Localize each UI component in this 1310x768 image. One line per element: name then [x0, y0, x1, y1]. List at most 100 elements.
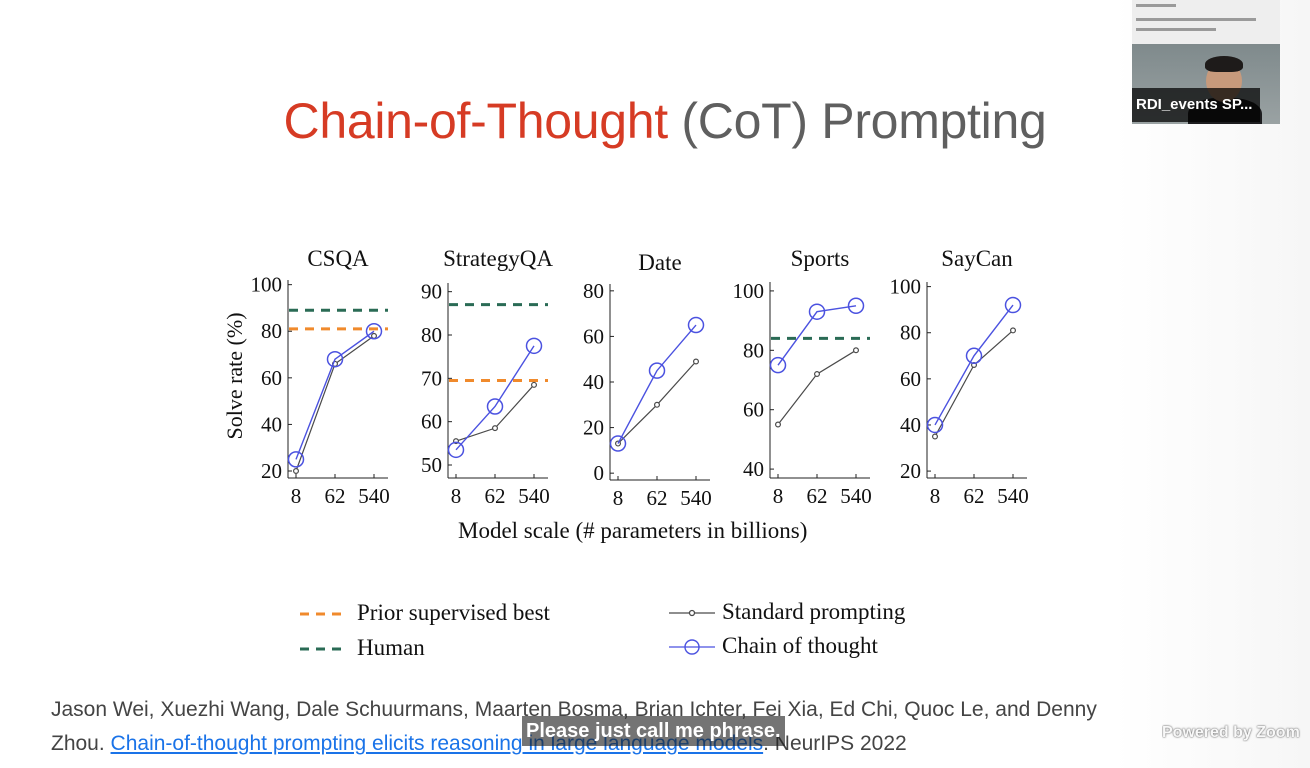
- strategyqa-standard-line: [455, 384, 535, 442]
- sports-x-tick-label: 540: [840, 484, 872, 508]
- csqa-cot-point: [365, 322, 383, 340]
- citation-author-end: Zhou.: [51, 732, 111, 755]
- sports-y-tick-label: 40: [743, 457, 764, 481]
- saycan-standard-point: [1009, 327, 1016, 334]
- strategyqa-y-tick-label: 60: [421, 410, 442, 434]
- participant-name: RDI_events SP...: [1132, 88, 1261, 122]
- sports-cot-line: [777, 305, 857, 366]
- x-axis-label: Model scale (# parameters in billions): [458, 518, 808, 543]
- strategyqa-x-tick-label: 8: [451, 484, 462, 508]
- legend-prior-swatch: [300, 612, 346, 616]
- csqa-cot-line: [295, 330, 375, 460]
- saycan-standard-point: [931, 433, 938, 440]
- citation-venue: . NeurIPS 2022: [763, 732, 907, 755]
- sports-chart-title: Sports: [791, 246, 850, 271]
- slide-title: Chain-of-Thought (CoT) Prompting: [0, 92, 1310, 150]
- sports-x-tick-label: 8: [773, 484, 784, 508]
- zoom-watermark: Powered by Zoom: [1162, 724, 1300, 741]
- sports-standard-point: [774, 421, 781, 428]
- csqa-standard-point: [371, 332, 378, 339]
- legend-human-label: Human: [357, 635, 425, 660]
- csqa-cot-point: [326, 350, 344, 368]
- sports-y-tick-label: 80: [743, 338, 764, 362]
- csqa-standard-line: [295, 335, 375, 472]
- date-standard-point: [654, 401, 661, 408]
- title-rest: (CoT) Prompting: [667, 93, 1047, 149]
- date-cot-point: [609, 435, 627, 452]
- date-y-tick-label: 0: [594, 461, 605, 485]
- date-chart-title: Date: [638, 250, 681, 275]
- strategyqa-cot-line: [455, 345, 535, 451]
- strategyqa-y-tick-label: 50: [421, 453, 442, 477]
- legend-cot-swatch: [669, 639, 715, 655]
- sports-cot-point: [808, 303, 826, 320]
- strategyqa-cot-point: [447, 441, 465, 459]
- saycan-cot-point: [1004, 296, 1022, 314]
- strategyqa-standard-point: [492, 425, 499, 432]
- date-y-tick-label: 80: [583, 279, 604, 303]
- csqa-x-tick-label: 62: [325, 484, 346, 508]
- strategyqa-cot-point: [525, 337, 543, 355]
- legend-prior-label: Prior supervised best: [357, 600, 550, 625]
- sports-standard-point: [813, 371, 820, 378]
- saycan-y-tick-label: 20: [900, 459, 921, 483]
- participant-video-tile[interactable]: RDI_events SP...: [1132, 0, 1280, 124]
- strategyqa-x-tick-label: 540: [518, 484, 550, 508]
- strategyqa-y-tick-label: 90: [421, 280, 442, 304]
- participant-hair: [1205, 56, 1243, 72]
- csqa-x-tick-label: 8: [291, 484, 302, 508]
- date-y-tick-label: 60: [583, 324, 604, 348]
- saycan-x-tick-label: 62: [964, 484, 985, 508]
- live-caption: Please just call me phrase.: [522, 716, 785, 746]
- csqa-y-tick-label: 60: [261, 366, 282, 390]
- date-x-tick-label: 62: [647, 486, 668, 510]
- date-y-tick-label: 20: [583, 416, 604, 440]
- sports-standard-line: [777, 349, 857, 425]
- date-standard-point: [693, 358, 700, 365]
- csqa-y-tick-label: 80: [261, 319, 282, 343]
- strategyqa-x-tick-label: 62: [485, 484, 506, 508]
- csqa-x-tick-label: 540: [358, 484, 390, 508]
- strategyqa-y-tick-label: 80: [421, 323, 442, 347]
- title-accent: Chain-of-Thought: [283, 93, 669, 149]
- saycan-y-tick-label: 100: [890, 275, 922, 299]
- legend-cot-label: Chain of thought: [722, 633, 878, 658]
- saycan-cot-point: [926, 416, 944, 434]
- saycan-x-tick-label: 8: [930, 484, 941, 508]
- legend-standard-swatch: [669, 609, 715, 617]
- date-x-tick-label: 8: [613, 486, 624, 510]
- csqa-y-tick-label: 20: [261, 459, 282, 483]
- csqa-y-tick-label: 40: [261, 412, 282, 436]
- saycan-y-tick-label: 60: [900, 367, 921, 391]
- date-cot-point: [648, 362, 666, 379]
- sports-x-tick-label: 62: [807, 484, 828, 508]
- saycan-y-tick-label: 80: [900, 321, 921, 345]
- csqa-y-tick-label: 100: [251, 273, 283, 297]
- legend-human-swatch: [300, 647, 346, 651]
- date-cot-point: [687, 316, 705, 334]
- strategyqa-standard-point: [531, 381, 538, 388]
- saycan-cot-line: [934, 304, 1014, 426]
- date-x-tick-label: 540: [680, 486, 712, 510]
- sports-standard-point: [852, 347, 859, 354]
- date-cot-line: [617, 324, 697, 444]
- date-y-tick-label: 40: [583, 370, 604, 394]
- strategyqa-y-tick-label: 70: [421, 366, 442, 390]
- sports-cot-point: [769, 356, 787, 374]
- strategyqa-cot-point: [486, 398, 504, 415]
- strategyqa-chart-title: StrategyQA: [443, 246, 553, 271]
- csqa-chart-title: CSQA: [307, 246, 369, 271]
- sports-cot-point: [847, 297, 865, 315]
- legend-standard-label: Standard prompting: [722, 599, 906, 624]
- sports-y-tick-label: 60: [743, 398, 764, 422]
- citation-authors: Jason Wei, Xuezhi Wang, Dale Schuurmans,…: [51, 698, 1097, 721]
- sports-y-tick-label: 100: [733, 279, 765, 303]
- y-axis-label: Solve rate (%): [222, 312, 247, 439]
- saycan-y-tick-label: 40: [900, 413, 921, 437]
- saycan-x-tick-label: 540: [997, 484, 1029, 508]
- saycan-standard-line: [934, 329, 1014, 437]
- csqa-cot-point: [287, 451, 305, 468]
- shared-screen-background: [1132, 0, 1280, 45]
